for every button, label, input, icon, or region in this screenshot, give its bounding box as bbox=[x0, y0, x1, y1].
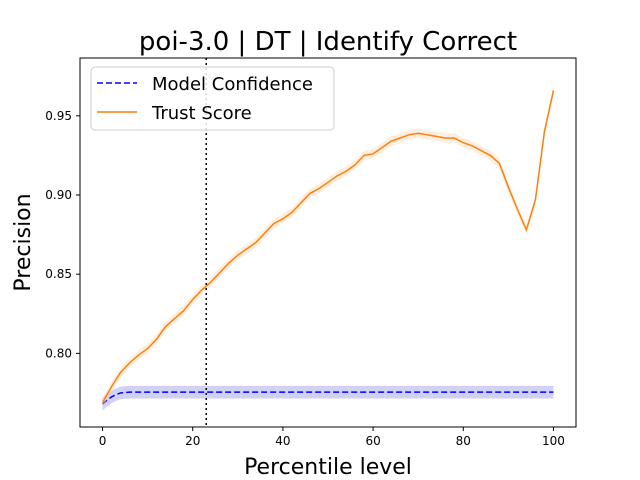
series-band-trust-score bbox=[102, 85, 554, 408]
x-tick-label: 80 bbox=[456, 434, 471, 448]
legend-label-trust-score: Trust Score bbox=[151, 103, 252, 124]
x-tick-label: 100 bbox=[542, 434, 565, 448]
series-line-model-confidence bbox=[102, 391, 554, 405]
plot-frame bbox=[79, 57, 577, 428]
x-axis-label: Percentile level bbox=[244, 455, 412, 480]
y-tick-label: 0.85 bbox=[45, 267, 72, 281]
x-tick-label: 40 bbox=[275, 434, 290, 448]
x-tick-label: 60 bbox=[365, 434, 380, 448]
y-tick-label: 0.95 bbox=[45, 109, 72, 123]
y-axis-label: Precision bbox=[11, 193, 36, 291]
series-line-trust-score bbox=[101, 90, 555, 403]
legend-frame bbox=[90, 66, 335, 131]
series-band-model-confidence bbox=[102, 385, 554, 411]
y-tick-label: 0.80 bbox=[45, 346, 72, 360]
y-tick-label: 0.90 bbox=[45, 188, 72, 202]
x-tick-label: 0 bbox=[99, 434, 107, 448]
legend: Model Confidence Trust Score bbox=[90, 66, 335, 131]
legend-label-model-confidence: Model Confidence bbox=[152, 74, 313, 95]
chart-title: poi-3.0 | DT | Identify Correct bbox=[139, 27, 517, 57]
x-tick-label: 20 bbox=[185, 434, 200, 448]
